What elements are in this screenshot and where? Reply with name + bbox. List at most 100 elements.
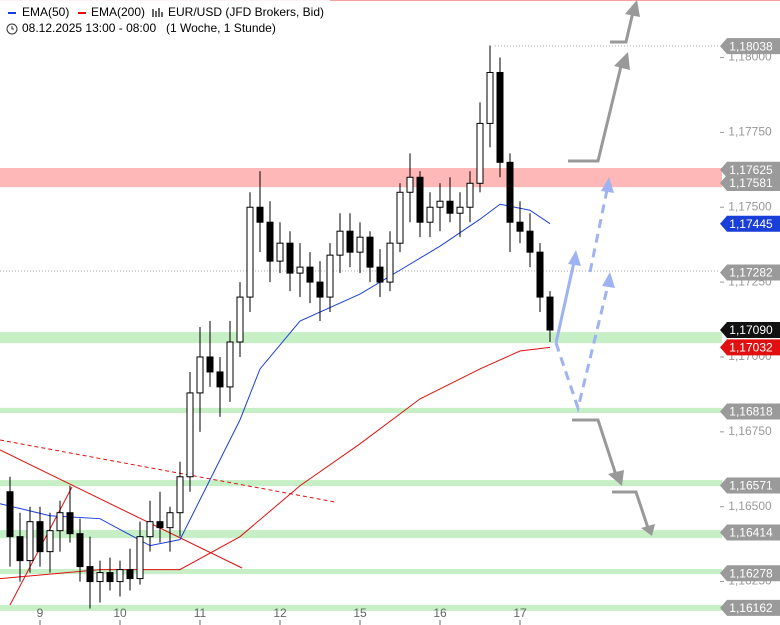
trend-line	[0, 449, 243, 569]
price-tag	[720, 322, 780, 339]
price-tag-label: 1,16278	[729, 566, 773, 580]
candle-body	[196, 356, 204, 394]
candle-body	[156, 521, 164, 529]
y-tick-label: 1,16750	[728, 424, 772, 438]
candle-body	[446, 200, 454, 214]
price-tag	[720, 161, 780, 178]
price-tag-label: 1,17445	[729, 217, 773, 231]
candle-body	[366, 236, 374, 268]
price-tag-label: 1,16818	[729, 405, 773, 419]
price-tag-label: 1,18038	[729, 39, 773, 53]
price-tag	[720, 565, 780, 582]
price-tag-label: 1,17090	[729, 323, 773, 337]
candle-body	[36, 521, 44, 553]
ema-line	[0, 203, 551, 547]
price-tag-label: 1,16571	[729, 479, 773, 493]
candle-body	[426, 206, 434, 223]
price-tag	[720, 174, 780, 191]
candle-body	[316, 281, 324, 298]
candle-body	[296, 266, 304, 274]
zone	[0, 604, 722, 611]
legend-label: EMA(50)	[22, 5, 69, 19]
candle-body	[306, 266, 314, 283]
candle-body	[186, 392, 194, 478]
header: EMA(50) EMA(200) EUR/USD (JFD Brokers, B…	[0, 0, 330, 38]
price-tag	[720, 477, 780, 494]
candle-body	[56, 512, 64, 532]
candle-body	[516, 221, 524, 232]
candle-body	[276, 242, 284, 262]
candle-body	[546, 296, 554, 331]
x-tick-label: 16	[433, 606, 447, 620]
candle-body	[236, 296, 244, 343]
candle-body	[406, 176, 414, 193]
candle-body	[506, 161, 514, 223]
period: (1 Woche, 1 Stunde)	[166, 21, 276, 35]
arrows	[554, 0, 655, 536]
y-tick-label: 1,16500	[728, 499, 772, 513]
candle-body	[356, 236, 364, 253]
x-tick-label: 12	[273, 606, 287, 620]
candle-body	[76, 533, 84, 568]
date-range: 08.12.2025 13:00 - 08:00	[22, 21, 156, 35]
candle-body	[226, 341, 234, 388]
zone	[0, 168, 722, 188]
candle-body	[466, 182, 474, 208]
candle-body	[486, 71, 494, 124]
y-tick-label: 1,17500	[728, 199, 772, 213]
candle-body	[526, 230, 534, 253]
price-tag	[720, 38, 780, 55]
candle-body	[416, 176, 424, 223]
candle-body	[146, 521, 154, 538]
candle-body	[96, 572, 104, 583]
price-tag-label: 1,17282	[729, 266, 773, 280]
candle-body	[256, 206, 264, 223]
x-tick-label: 11	[194, 606, 207, 620]
price-tag-label: 1,17581	[729, 176, 773, 190]
zone	[0, 407, 722, 413]
candle-body	[106, 572, 114, 583]
candle-body	[496, 71, 504, 163]
price-tag	[720, 599, 780, 616]
candle-body	[396, 191, 404, 244]
candle-body	[206, 356, 214, 373]
x-tick-label: 15	[353, 606, 367, 620]
candle-body	[536, 251, 544, 298]
candle-body	[286, 242, 294, 274]
candle-body	[136, 536, 144, 580]
price-tag-label: 1,16414	[729, 526, 773, 540]
candle-body	[246, 206, 254, 298]
candle-body	[436, 200, 444, 208]
candle-body	[266, 221, 274, 262]
candle-body	[386, 242, 394, 283]
zone	[0, 568, 722, 575]
price-tag	[720, 524, 780, 541]
candle-body	[126, 569, 134, 580]
candle-body	[346, 230, 354, 253]
price-tag-label: 1,17032	[729, 341, 773, 355]
price-tag	[720, 339, 780, 356]
candle-body	[336, 230, 344, 256]
x-tick-label: 17	[513, 606, 527, 620]
candle-body	[326, 254, 334, 298]
candle-body	[26, 521, 34, 562]
candle-body	[16, 536, 24, 562]
zone	[0, 480, 722, 487]
candle-body	[116, 569, 124, 583]
zone	[0, 332, 722, 344]
chart-title: EUR/USD (JFD Brokers, Bid)	[168, 5, 324, 19]
price-tag	[720, 264, 780, 281]
candle-body	[86, 566, 94, 583]
trend-line	[0, 439, 336, 503]
candle-body	[66, 512, 74, 535]
y-tick-label: 1,17750	[728, 125, 772, 139]
candle-body	[166, 512, 174, 529]
candle-body	[216, 371, 224, 388]
zone	[0, 530, 722, 539]
legend-label: EMA(200)	[91, 5, 145, 19]
candle-body	[376, 266, 384, 283]
price-tag	[720, 215, 780, 232]
candle-body	[176, 476, 184, 514]
price-tag	[720, 403, 780, 420]
